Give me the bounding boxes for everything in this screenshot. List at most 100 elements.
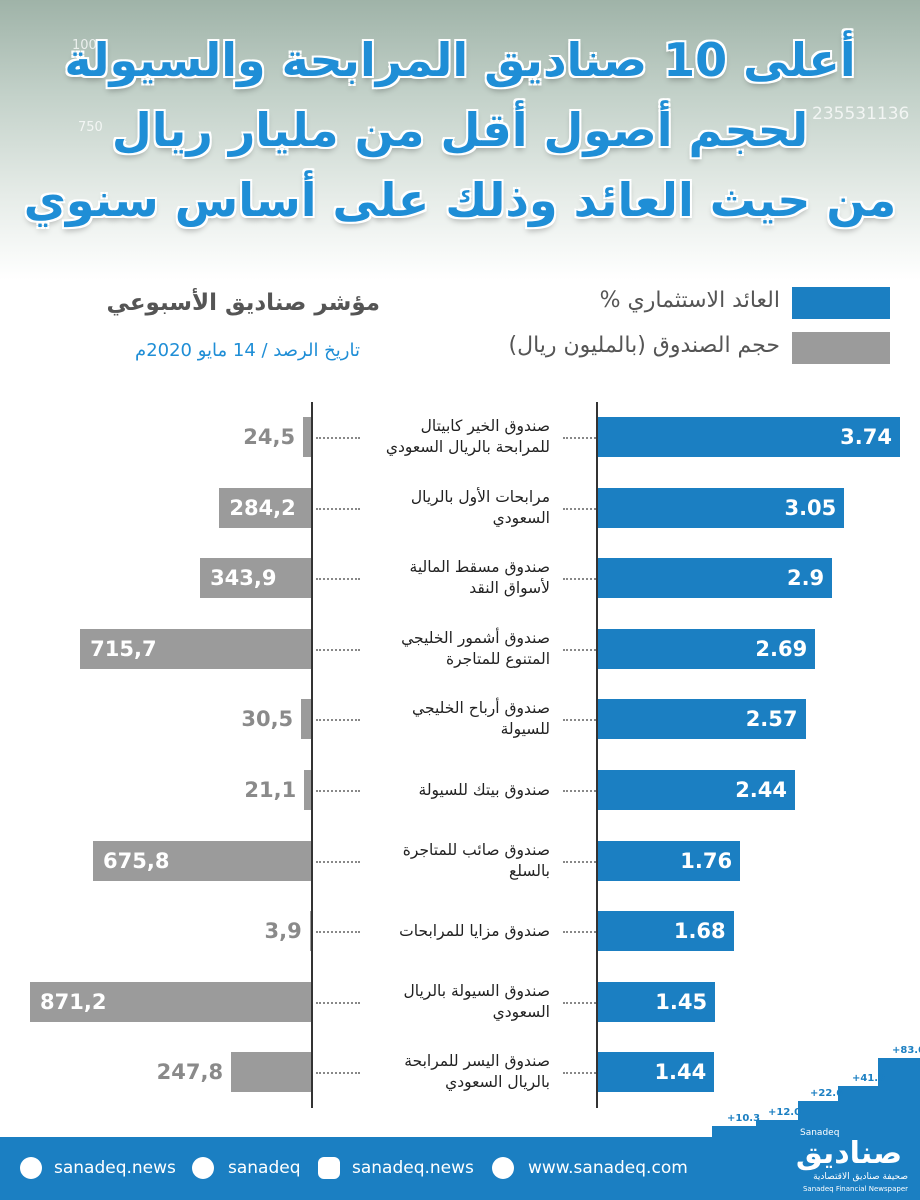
value-label: 3.74 [840, 425, 892, 449]
web-icon [492, 1157, 514, 1179]
leader-line [316, 578, 360, 581]
leader-line [563, 790, 596, 792]
category-label: صندوق أشمور الخليجي المتنوع للمتاجرة [401, 628, 550, 668]
bar [598, 699, 806, 740]
leader-line [563, 931, 596, 934]
category-label: صندوق الخير كابيتال للمرابحة بالريال الس… [385, 417, 550, 456]
leader-line [563, 1072, 596, 1075]
value-label: 284,2 [229, 495, 296, 520]
leader-line [563, 578, 596, 581]
category-label: صندوق أرباح الخليجي للسيولة [412, 699, 550, 739]
leader-line [316, 719, 360, 722]
decor-step [798, 1101, 838, 1137]
leader-line [563, 507, 596, 510]
value-label: 21,1 [244, 778, 297, 802]
legend-swatch [792, 287, 890, 319]
value-label: 2.44 [735, 778, 788, 802]
leader-line [316, 648, 360, 651]
bar [30, 981, 311, 1022]
leader-line [316, 1001, 360, 1004]
bar [301, 699, 311, 740]
value-label: 1.68 [673, 919, 726, 944]
bar [303, 417, 311, 457]
value-label: 2.57 [745, 707, 798, 732]
category-label: صندوق السيولة بالريال السعودي [403, 981, 550, 1021]
twitter-icon [192, 1157, 214, 1179]
background-number: 235531136 [812, 104, 910, 124]
legend-swatch [792, 332, 890, 364]
value-label: 1.76 [680, 848, 733, 873]
header-background [0, 0, 920, 280]
decor-step [756, 1120, 798, 1137]
category-label: صندوق صائب للمتاجرة بالسلع [402, 840, 550, 880]
leader-line [316, 1072, 360, 1075]
logo-latin: Sanadeq [800, 1128, 840, 1138]
bar [598, 981, 716, 1022]
background-number: 750 [78, 120, 103, 135]
instagram-icon [318, 1157, 340, 1179]
social-link[interactable]: sanadeq.news [352, 1158, 474, 1178]
decor-label: +83.0 [892, 1045, 920, 1056]
category-label: صندوق بيتك للسيولة [418, 780, 550, 799]
leader-line [563, 1001, 596, 1004]
bar [598, 1052, 715, 1093]
date-note: تاريخ الرصد / 14 مايو 2020م [135, 340, 360, 361]
value-label: 1.45 [655, 989, 708, 1014]
decor-label: +12.0 [768, 1107, 802, 1118]
value-label: 1.44 [654, 1060, 707, 1085]
category-label: صندوق اليسر للمرابحة بالريال السعودي [404, 1052, 550, 1092]
bar [598, 770, 796, 810]
bar [231, 1052, 311, 1093]
value-label: 24,5 [243, 425, 296, 449]
index-title: مؤشر صناديق الأسبوعي [106, 290, 380, 316]
decor-step [712, 1126, 756, 1137]
value-label: 2.9 [786, 566, 825, 591]
bar [93, 840, 311, 881]
legend-label: حجم الصندوق (بالمليون ريال) [508, 333, 781, 358]
bar [304, 770, 311, 810]
bar [598, 558, 833, 599]
value-label: 3,9 [264, 919, 302, 944]
value-label: 3.05 [784, 495, 837, 520]
value-label: 30,5 [241, 707, 294, 732]
title-line: لحجم أصول أقل من مليار ريال [111, 103, 809, 157]
bar [598, 840, 741, 881]
bar [598, 628, 816, 669]
leader-line [316, 437, 360, 439]
bar [219, 487, 311, 528]
leader-line [563, 648, 596, 651]
category-label: صندوق مزايا للمرابحات [399, 921, 550, 940]
bar [598, 911, 734, 952]
facebook-icon [20, 1157, 42, 1179]
category-label: صندوق مسقط المالية لأسواق النقد [409, 558, 550, 598]
decor-step [878, 1058, 920, 1137]
category-label: مرابحات الأول بالريال السعودي [410, 487, 550, 527]
social-link[interactable]: www.sanadeq.com [528, 1158, 688, 1178]
value-label: 2.69 [755, 636, 808, 661]
decor-label: +41.9 [852, 1073, 886, 1084]
leader-line [316, 507, 360, 510]
leader-line [316, 931, 360, 934]
value-label: 343,9 [210, 566, 277, 591]
title-line: أعلى 10 صناديق المرابحة والسيولة [64, 33, 856, 87]
social-link[interactable]: sanadeq [228, 1158, 301, 1178]
leader-line [563, 437, 596, 439]
footer [0, 1137, 920, 1200]
bar [80, 628, 311, 669]
axis-line [311, 402, 313, 1108]
value-label: 715,7 [90, 636, 157, 661]
bar [200, 558, 311, 599]
value-label: 247,8 [156, 1060, 224, 1085]
value-label: 871,2 [40, 989, 107, 1014]
leader-line [316, 790, 360, 792]
social-link[interactable]: sanadeq.news [54, 1158, 176, 1178]
value-label: 675,8 [103, 848, 170, 873]
decor-label: +22.6 [810, 1088, 844, 1099]
leader-line [316, 860, 360, 863]
leader-line [563, 860, 596, 863]
logo: صناديق [795, 1136, 903, 1171]
axis-line [596, 402, 598, 1108]
legend-label: العائد الاستثماري % [599, 288, 780, 313]
background-number: 1000 [72, 38, 106, 53]
